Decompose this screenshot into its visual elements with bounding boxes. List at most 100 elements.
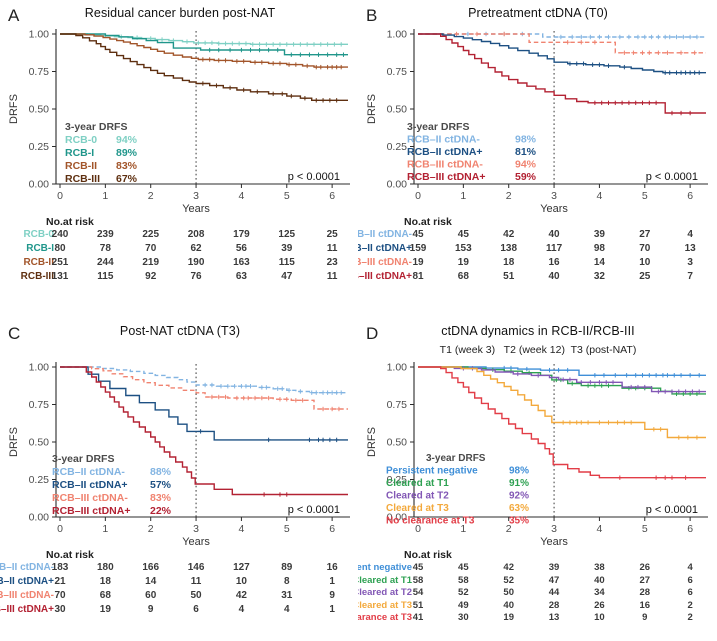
km-curve-rcb-iii-ctdna-neg <box>60 366 348 410</box>
legend-value: 57% <box>150 479 172 491</box>
risk-count: 2 <box>687 612 693 624</box>
risk-count: 28 <box>639 587 651 599</box>
x-tick-label: 6 <box>687 190 693 202</box>
risk-count: 60 <box>145 590 157 601</box>
risk-count: 14 <box>145 576 157 587</box>
y-tick-label: 0.50 <box>387 437 408 449</box>
risk-table-d: No.at riskPersistent negative45454239382… <box>358 549 714 625</box>
risk-count: 13 <box>684 243 696 254</box>
panel-letter: B <box>366 6 378 25</box>
censor-marks-rcb-iii-ctdna-pos <box>261 492 289 497</box>
legend-label: RCB–II ctDNA+ <box>407 146 483 158</box>
km-curve-cleared-at-t2 <box>418 366 706 393</box>
risk-count: 179 <box>233 229 250 240</box>
km-curve-rcb-ii <box>60 33 348 68</box>
risk-table-header: No.at risk <box>404 216 452 228</box>
risk-count: 30 <box>54 604 66 615</box>
risk-count: 81 <box>412 271 424 282</box>
risk-count: 58 <box>412 574 424 586</box>
y-tick-label: 0.75 <box>387 66 408 78</box>
risk-count: 26 <box>594 599 605 611</box>
risk-count: 92 <box>145 271 157 282</box>
risk-count: 166 <box>142 562 160 573</box>
risk-count: 117 <box>545 243 563 254</box>
risk-row-label: Cleared at T2 <box>358 587 412 599</box>
legend-label: RCB–III ctDNA+ <box>407 171 485 183</box>
legend-value: 59% <box>515 171 537 183</box>
risk-row-label: RCB-0 <box>23 229 54 240</box>
risk-count: 30 <box>458 612 469 624</box>
x-tick-label: 2 <box>506 523 512 535</box>
risk-count: 9 <box>147 604 154 615</box>
risk-count: 163 <box>233 257 250 268</box>
risk-count: 31 <box>281 590 293 601</box>
panel-title: Post-NAT ctDNA (T3) <box>119 324 241 338</box>
risk-count: 80 <box>54 243 66 254</box>
risk-count: 131 <box>51 271 69 282</box>
censor-marks-rcb-ii-ctdna-pos <box>198 429 339 443</box>
risk-row: RCB–II ctDNA+159 153 138 117 98 70 13 <box>358 243 714 257</box>
risk-count: 41 <box>412 612 424 624</box>
x-tick-label: 1 <box>102 523 108 535</box>
panel-b-header: B Pretreatment ctDNA (T0) <box>362 6 717 26</box>
x-tick-label: 5 <box>642 190 648 202</box>
x-tick-label: 3 <box>193 190 199 202</box>
censor-marks-rcb-iii <box>200 81 339 103</box>
x-tick-label: 1 <box>460 523 466 535</box>
p-value-label: p < 0.0001 <box>646 504 698 516</box>
risk-count: 19 <box>412 257 424 268</box>
risk-count: 10 <box>235 576 247 587</box>
panel-a-header: A Residual cancer burden post-NAT <box>4 6 358 26</box>
risk-count: 2 <box>687 599 693 611</box>
x-tick-label: 4 <box>238 190 244 202</box>
x-tick-label: 5 <box>284 190 290 202</box>
risk-count: 251 <box>51 257 69 268</box>
y-tick-label: 1.00 <box>387 362 408 374</box>
y-axis-title: DRFS <box>8 94 20 124</box>
y-tick-label: 0.75 <box>29 66 50 78</box>
risk-count: 70 <box>145 243 157 254</box>
risk-count: 11 <box>326 243 338 254</box>
x-tick-label: 1 <box>102 190 108 202</box>
risk-row-label: RCB–III ctDNA- <box>358 257 412 268</box>
risk-count: 39 <box>281 243 293 254</box>
legend-value: 35% <box>509 516 529 527</box>
risk-row-label: RCB–II ctDNA- <box>0 562 54 573</box>
risk-count: 25 <box>326 229 338 240</box>
panel-letter: C <box>8 324 21 343</box>
y-axis-title: DRFS <box>8 427 20 457</box>
panel-d-header: D ctDNA dynamics in RCB-II/RCB-III <box>362 324 717 344</box>
risk-count: 27 <box>639 229 651 240</box>
panel-title: Pretreatment ctDNA (T0) <box>468 6 608 20</box>
x-tick-label: 4 <box>238 523 244 535</box>
risk-row: Cleared at T3 51 49 40 28 26 16 2 <box>358 599 714 613</box>
risk-count: 6 <box>687 587 693 599</box>
km-curve-rcb-ii-ctdna-pos <box>418 33 706 74</box>
risk-count: 27 <box>639 574 651 586</box>
x-tick-label: 0 <box>415 523 421 535</box>
censor-marks-rcb-ii-ctdna-neg <box>465 31 700 40</box>
legend-title: 3-year DRFS <box>407 121 469 133</box>
y-tick-label: 0.00 <box>29 512 50 524</box>
risk-row: RCB-III 131 115 92 76 63 47 11 <box>4 271 356 285</box>
y-tick-label: 0.00 <box>29 179 50 191</box>
x-axis-title: Years <box>540 536 568 548</box>
panel-b: B Pretreatment ctDNA (T0) 1.00 0.75 0.50 0.… <box>358 0 717 318</box>
risk-count: 45 <box>412 229 424 240</box>
risk-row-label: RCB–III ctDNA+ <box>358 271 412 282</box>
km-chart-d: 1.00 0.75 0.50 0.25 0.00 0 1 2 3 4 5 6 Years DRFS 3-ye… <box>366 362 708 548</box>
risk-count: 52 <box>458 587 469 599</box>
legend-label: RCB–II ctDNA- <box>52 466 125 478</box>
censor-marks-persistent-negative <box>501 365 702 378</box>
risk-count: 47 <box>281 271 293 282</box>
risk-row-label: RCB-I <box>26 243 54 254</box>
legend-value: 94% <box>116 134 138 146</box>
legend-label: RCB-II <box>65 160 97 172</box>
risk-count: 18 <box>99 576 111 587</box>
risk-count: 40 <box>548 271 560 282</box>
km-curve-rcb-i <box>60 33 348 56</box>
